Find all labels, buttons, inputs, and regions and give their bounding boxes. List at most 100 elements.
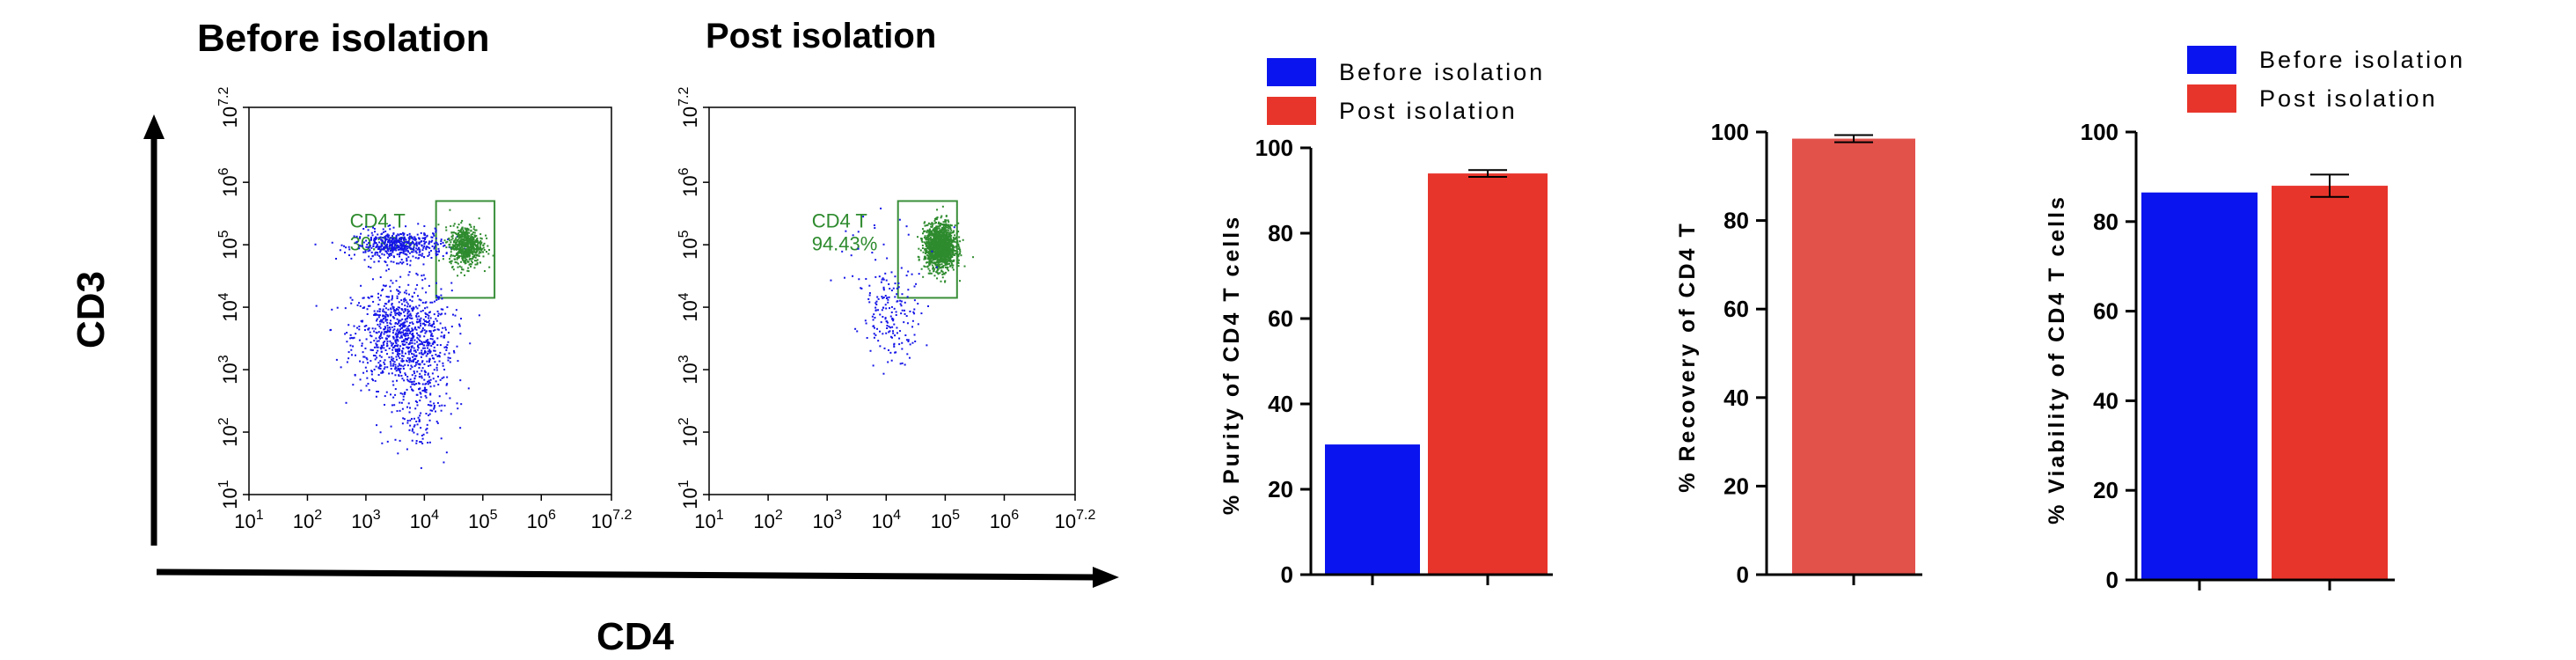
event-dot: [361, 342, 363, 345]
event-dot: [407, 274, 410, 276]
event-dot: [952, 251, 955, 253]
event-dot: [415, 247, 418, 250]
event-dot: [873, 224, 875, 227]
event-dot: [409, 424, 412, 427]
event-dot: [947, 246, 949, 248]
event-dot: [403, 379, 406, 382]
event-dot: [428, 376, 431, 378]
event-dot: [936, 216, 939, 219]
event-dot: [383, 243, 385, 246]
event-dot: [401, 318, 404, 320]
event-dot: [442, 254, 444, 257]
event-dot: [398, 237, 400, 239]
event-dot: [479, 248, 482, 251]
event-dot: [406, 448, 408, 451]
event-dot: [943, 259, 946, 261]
event-dot: [948, 259, 951, 261]
event-dot: [406, 301, 408, 304]
event-dot: [465, 242, 467, 245]
event-dot: [435, 237, 437, 239]
event-dot: [402, 329, 405, 332]
event-dot: [940, 237, 942, 239]
event-dot: [909, 310, 911, 312]
event-dot: [467, 246, 470, 249]
event-dot: [399, 248, 401, 251]
event-dot: [889, 326, 892, 329]
event-dot: [453, 244, 456, 246]
event-dot: [399, 401, 401, 404]
event-dot: [449, 258, 451, 260]
event-dot: [436, 375, 439, 378]
event-dot: [414, 256, 417, 259]
event-dot: [378, 314, 381, 317]
event-dot: [386, 256, 389, 259]
event-dot: [411, 374, 413, 377]
event-dot: [946, 229, 948, 231]
event-dot: [882, 372, 885, 375]
event-dot: [391, 246, 393, 248]
event-dot: [951, 267, 954, 269]
event-dot: [402, 234, 405, 237]
event-dot: [370, 295, 373, 297]
event-dot: [889, 330, 891, 333]
event-dot: [377, 304, 380, 306]
event-dot: [950, 224, 953, 227]
event-dot: [408, 358, 411, 361]
event-dot: [400, 401, 403, 404]
event-dot: [394, 247, 397, 250]
event-dot: [452, 241, 455, 244]
event-dot: [881, 278, 883, 281]
event-dot: [425, 330, 428, 333]
event-dot: [913, 334, 916, 336]
event-dot: [399, 312, 401, 315]
event-dot: [437, 247, 440, 250]
event-dot: [420, 331, 422, 334]
event-dot: [461, 249, 464, 252]
event-dot: [924, 224, 926, 227]
event-dot: [458, 251, 461, 253]
event-dot: [414, 305, 417, 308]
gate-box: [435, 200, 496, 299]
event-dot: [947, 263, 949, 266]
event-dot: [373, 260, 376, 263]
event-dot: [398, 348, 400, 351]
event-dot: [952, 240, 955, 243]
event-dot: [460, 249, 463, 252]
event-dot: [348, 357, 350, 360]
event-dot: [936, 231, 939, 234]
event-dot: [386, 340, 389, 342]
event-dot: [927, 234, 930, 237]
event-dot: [460, 231, 463, 233]
event-dot: [361, 245, 363, 247]
event-dot: [395, 249, 398, 252]
event-dot: [392, 352, 394, 355]
event-dot: [935, 247, 938, 250]
event-dot: [954, 250, 956, 253]
event-dot: [941, 244, 944, 246]
event-dot: [890, 271, 893, 274]
event-dot: [426, 360, 428, 363]
event-dot: [420, 231, 422, 234]
event-dot: [393, 361, 396, 363]
event-dot: [928, 260, 931, 262]
event-dot: [933, 231, 936, 233]
event-dot: [933, 222, 936, 224]
event-dot: [367, 229, 370, 231]
event-dot: [416, 345, 419, 348]
event-dot: [470, 252, 472, 254]
y-tick-label: 102: [677, 417, 701, 446]
event-dot: [404, 334, 406, 337]
event-dot: [415, 420, 418, 422]
event-dot: [391, 295, 393, 297]
event-dot: [945, 271, 948, 274]
event-dot: [926, 266, 929, 268]
event-dot: [927, 252, 930, 254]
event-dot: [406, 338, 408, 341]
event-dot: [396, 410, 399, 413]
event-dot: [421, 239, 423, 242]
event-dot: [457, 245, 460, 247]
event-dot: [934, 221, 937, 224]
event-dot: [443, 335, 445, 338]
event-dot: [421, 322, 424, 325]
